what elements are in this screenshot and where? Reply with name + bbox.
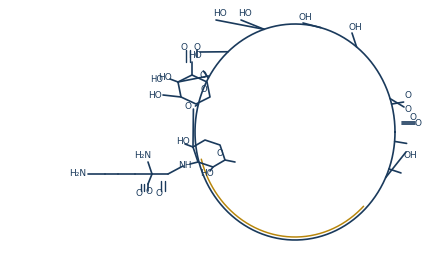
Text: O: O [217, 148, 223, 157]
Text: O: O [180, 42, 187, 51]
Text: HO: HO [213, 8, 227, 17]
Text: O: O [145, 187, 152, 196]
Text: HO: HO [150, 76, 163, 85]
Text: O: O [415, 118, 422, 127]
Text: O: O [409, 113, 416, 121]
Text: H₂N: H₂N [134, 151, 152, 160]
Text: H₂N: H₂N [69, 170, 87, 179]
Text: O: O [156, 189, 163, 198]
Text: O: O [404, 105, 412, 114]
Text: HO: HO [148, 91, 162, 99]
Text: O: O [201, 86, 207, 95]
Text: HO: HO [188, 51, 202, 60]
Text: OH: OH [298, 12, 312, 21]
Text: HO: HO [176, 138, 190, 147]
Text: O: O [200, 72, 207, 81]
Text: NH: NH [178, 161, 192, 170]
Text: O: O [136, 189, 142, 198]
Text: HO: HO [238, 8, 252, 17]
Text: O: O [185, 101, 192, 111]
Text: O: O [194, 42, 201, 51]
Text: OH: OH [403, 151, 417, 160]
Text: OH: OH [348, 23, 362, 32]
Text: O: O [404, 91, 412, 99]
Text: HO: HO [200, 169, 214, 178]
Text: HO: HO [158, 73, 172, 82]
